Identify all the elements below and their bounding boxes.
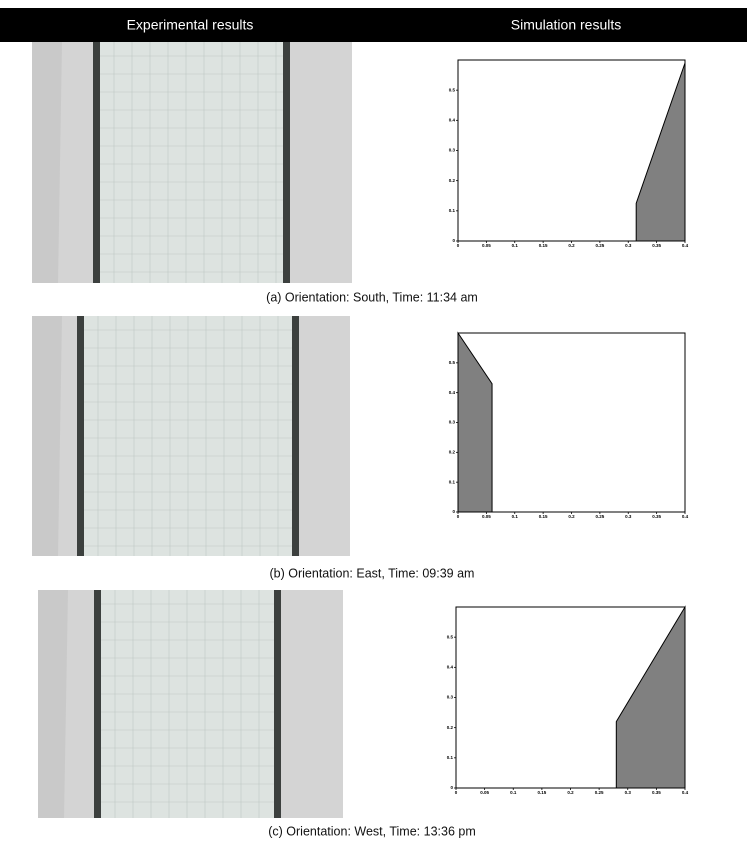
area <box>635 62 686 242</box>
y-tick-label: 0.4 <box>449 390 456 395</box>
x-tick-label: 0.35 <box>652 514 661 519</box>
photo-shadow <box>32 316 62 556</box>
y-tick-label: 0.3 <box>447 695 454 700</box>
x-tick-label: 0.15 <box>539 514 548 519</box>
x-tick-label: 0.2 <box>568 514 575 519</box>
plot-frame <box>457 332 686 513</box>
x-tick-label: 0.25 <box>595 514 604 519</box>
x-tick-label: 0.35 <box>652 243 661 248</box>
header-right: Simulation results <box>511 17 622 33</box>
x-tick-label: 0.4 <box>682 243 689 248</box>
x-tick-label: 0.2 <box>567 790 574 795</box>
caption: (c) Orientation: West, Time: 13:36 pm <box>268 824 475 838</box>
x-tick-label: 0.3 <box>625 514 632 519</box>
y-tick-label: 0 <box>452 238 455 243</box>
y-tick-label: 0.2 <box>449 450 456 455</box>
x-tick-label: 0.1 <box>510 790 517 795</box>
y-tick-label: 0.3 <box>449 148 456 153</box>
y-tick-label: 0.3 <box>449 420 456 425</box>
header-bar <box>0 8 747 42</box>
x-tick-label: 0 <box>457 243 460 248</box>
x-tick-label: 0.25 <box>595 243 604 248</box>
x-tick-label: 0.4 <box>682 514 689 519</box>
y-tick-label: 0.5 <box>447 634 454 639</box>
x-tick-label: 0.15 <box>539 243 548 248</box>
caption: (a) Orientation: South, Time: 11:34 am <box>266 290 478 304</box>
y-tick-label: 0.2 <box>447 725 454 730</box>
x-tick-label: 0.05 <box>480 790 489 795</box>
photo-frame-bar <box>93 42 100 283</box>
y-tick-label: 0.1 <box>449 479 456 484</box>
y-tick-label: 0 <box>452 509 455 514</box>
photo-frame-bar <box>94 590 101 818</box>
photo-frame-bar <box>77 316 84 556</box>
x-tick-label: 0.05 <box>482 243 491 248</box>
x-tick-label: 0.2 <box>568 243 575 248</box>
photo-frame-bar <box>274 590 281 818</box>
photo-panel <box>100 42 286 283</box>
x-tick-label: 0 <box>455 790 458 795</box>
x-tick-label: 0 <box>457 514 460 519</box>
y-tick-label: 0 <box>450 785 453 790</box>
x-tick-label: 0.4 <box>682 790 689 795</box>
y-tick-label: 0.4 <box>449 118 456 123</box>
x-tick-label: 0.05 <box>482 514 491 519</box>
y-tick-label: 0.1 <box>449 208 456 213</box>
x-tick-label: 0.1 <box>512 243 519 248</box>
y-tick-label: 0.2 <box>449 178 456 183</box>
x-tick-label: 0.1 <box>512 514 519 519</box>
header-left: Experimental results <box>127 17 254 33</box>
area <box>615 605 686 789</box>
x-tick-label: 0.3 <box>625 790 632 795</box>
photo-shadow <box>38 590 68 818</box>
caption: (b) Orientation: East, Time: 09:39 am <box>270 566 475 580</box>
photo-panel <box>101 590 277 818</box>
x-tick-label: 0.35 <box>652 790 661 795</box>
photo-shadow <box>32 42 62 283</box>
x-tick-label: 0.25 <box>595 790 604 795</box>
x-tick-label: 0.3 <box>625 243 632 248</box>
photo-frame-bar <box>283 42 290 283</box>
y-tick-label: 0.1 <box>447 755 454 760</box>
photo-frame-bar <box>292 316 299 556</box>
x-tick-label: 0.15 <box>537 790 546 795</box>
photo-panel <box>84 316 295 556</box>
y-tick-label: 0.4 <box>447 665 454 670</box>
y-tick-label: 0.5 <box>449 87 456 92</box>
y-tick-label: 0.5 <box>449 360 456 365</box>
